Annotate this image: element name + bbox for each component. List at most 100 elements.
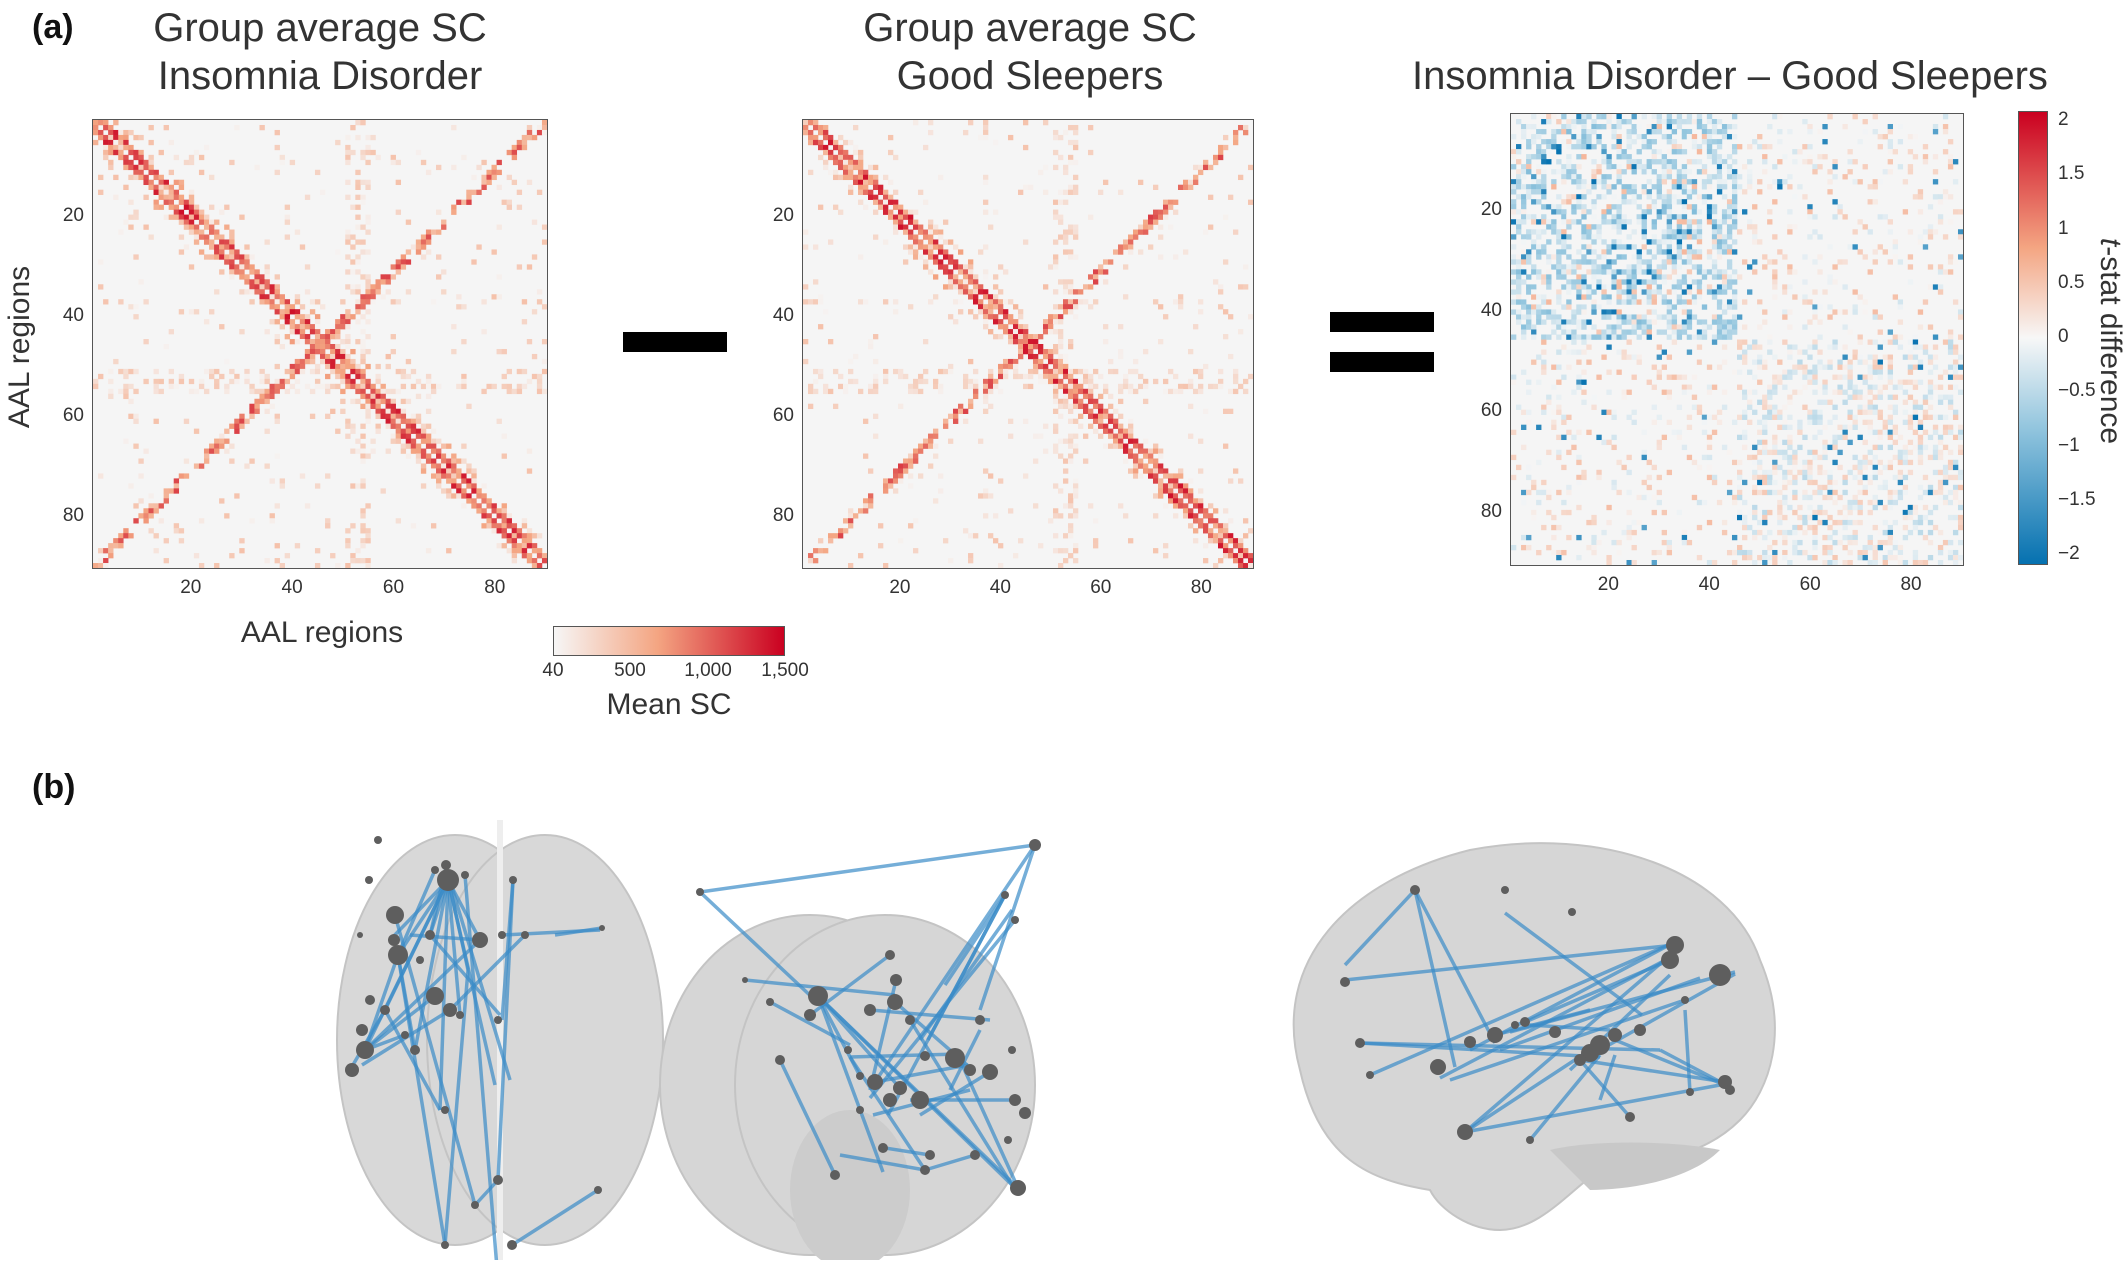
sc-cell (93, 563, 99, 568)
sc-cell (345, 358, 351, 365)
sc-cell (143, 339, 149, 345)
sc-cell (1203, 508, 1209, 514)
sc-cell (963, 289, 969, 295)
sc-cell (350, 368, 356, 375)
t-diff-cell (1731, 274, 1738, 280)
t-diff-cell (1591, 259, 1597, 265)
sc-cell (1233, 139, 1239, 146)
t-diff-cell (1817, 509, 1823, 516)
t-diff-cell (1676, 404, 1683, 410)
t-diff-cell (1516, 174, 1522, 180)
sc-cell (345, 319, 351, 325)
sc-cell (1163, 204, 1169, 210)
t-diff-cell (1772, 389, 1778, 395)
t-diff-cell (1957, 514, 1963, 521)
t-diff-cell (1516, 259, 1522, 265)
t-diff-cell (1576, 174, 1582, 180)
sc-cell (289, 324, 296, 330)
sc-cell (933, 239, 939, 245)
t-diff-cell (1541, 219, 1547, 225)
t-diff-cell (1867, 459, 1873, 466)
sc-cell (923, 264, 929, 270)
sc-cell (304, 339, 311, 345)
sc-cell (128, 144, 134, 151)
sc-cell (209, 239, 215, 245)
sc-cell (1093, 428, 1099, 434)
t-diff-cell (1812, 309, 1818, 315)
sc-cell (446, 463, 452, 469)
t-diff-cell (1952, 364, 1959, 370)
t-diff-cell (1912, 519, 1919, 526)
t-diff-cell (1812, 169, 1818, 175)
sc-cell (1148, 458, 1154, 464)
t-diff-cell (1621, 189, 1627, 195)
sc-cell (506, 513, 512, 519)
sc-cell (93, 129, 99, 136)
t-diff-cell (1656, 414, 1662, 420)
t-diff-cell (1716, 499, 1723, 506)
sc-cell (1098, 189, 1104, 195)
sc-cell (848, 523, 854, 529)
sc-cell (284, 314, 291, 320)
sc-cell (993, 378, 999, 385)
sc-cell (1138, 473, 1144, 479)
sc-cell (188, 204, 195, 210)
sc-cell (103, 563, 109, 568)
sc-cell (943, 538, 949, 544)
t-diff-cell (1636, 324, 1642, 330)
sc-cell (118, 229, 124, 235)
t-diff-cell (1721, 249, 1728, 255)
t-diff-cell (1571, 169, 1577, 175)
sc-cell (511, 154, 518, 161)
t-diff-cell (1566, 349, 1572, 355)
sc-cell (229, 378, 235, 385)
sc-cell (928, 244, 934, 250)
t-diff-cell (1601, 309, 1607, 315)
t-diff-cell (1651, 309, 1657, 315)
sc-cell (355, 368, 361, 375)
t-diff-cell (1701, 274, 1708, 280)
sc-cell (461, 199, 467, 205)
t-diff-cell (1651, 319, 1657, 325)
sc-cell (516, 144, 523, 151)
sc-cell (153, 189, 159, 195)
t-diff-cell (1651, 274, 1657, 280)
t-diff-cell (1772, 449, 1778, 456)
t-diff-cell (1551, 114, 1557, 120)
sc-cell (259, 274, 265, 280)
sc-cell (320, 189, 326, 195)
sc-cell (501, 508, 507, 514)
sc-cell (178, 219, 185, 225)
t-diff-cell (1521, 269, 1527, 275)
t-diff-cell (1907, 354, 1914, 360)
sc-cell (128, 368, 134, 375)
sc-cell (1218, 558, 1224, 564)
sc-cell (466, 189, 472, 195)
sc-cell (808, 299, 814, 305)
sc-cell (98, 373, 104, 380)
sc-cell (1208, 533, 1214, 539)
sc-cell (1233, 134, 1239, 141)
sc-cell (983, 408, 989, 414)
t-diff-cell (1847, 519, 1853, 526)
t-diff-cell (1957, 234, 1963, 240)
t-diff-cell (1752, 139, 1758, 145)
sc-cell (521, 299, 528, 305)
t-diff-cell (1541, 274, 1547, 280)
t-diff-cell (1681, 249, 1688, 255)
t-diff-cell (1797, 524, 1803, 531)
t-diff-cell (1606, 294, 1612, 300)
sc-cell (229, 423, 235, 429)
t-diff-cell (1636, 259, 1642, 265)
sc-cell (1238, 558, 1244, 564)
t-diff-cell (1631, 529, 1637, 536)
sc-cell (1043, 284, 1049, 290)
t-diff-cell (1747, 169, 1753, 175)
sc-cell (1218, 304, 1224, 310)
t-diff-cell (1872, 504, 1878, 511)
t-diff-cell (1857, 394, 1863, 400)
sc-cell (143, 513, 149, 519)
sc-cell (224, 513, 230, 519)
t-diff-cell (1742, 524, 1748, 531)
sc-cell (269, 513, 275, 519)
